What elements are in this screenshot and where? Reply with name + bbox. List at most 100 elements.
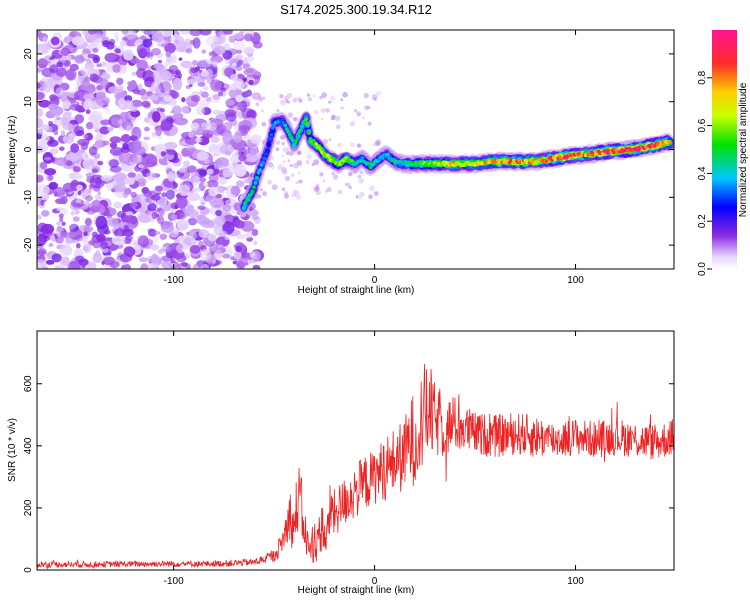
ridge-mark [350, 159, 354, 163]
noise-speck [337, 189, 343, 195]
noise-blob [56, 61, 64, 68]
figure-title: S174.2025.300.19.34.R12 [280, 2, 432, 17]
noise-blob [132, 156, 143, 164]
noise-speck [340, 98, 344, 102]
ridge-mark [283, 123, 288, 128]
noise-blob [157, 215, 165, 225]
noise-blob [136, 68, 147, 79]
noise-blob [137, 83, 143, 91]
noise-blob [95, 215, 108, 230]
noise-blob [125, 211, 134, 217]
ridge-mark [296, 132, 301, 136]
noise-blob [113, 201, 123, 209]
noise-blob [231, 152, 238, 158]
noise-blob [220, 34, 226, 38]
noise-blob [179, 30, 191, 35]
noise-blob [157, 135, 163, 140]
noise-speck [373, 97, 377, 101]
noise-blob [249, 147, 260, 155]
noise-blob [60, 47, 71, 56]
ridge-mark [255, 176, 259, 180]
noise-blob [53, 186, 66, 197]
noise-blob [96, 63, 102, 68]
noise-speck [276, 109, 280, 112]
noise-blob [150, 94, 159, 101]
noise-speck [308, 97, 312, 102]
noise-blob [122, 142, 129, 150]
noise-blob [151, 211, 158, 220]
noise-blob [145, 172, 157, 181]
noise-speck [287, 159, 291, 163]
noise-blob [97, 160, 104, 166]
snr-y-ticks: 0 200 400 600 [23, 375, 674, 573]
noise-blob [62, 100, 72, 109]
noise-blob [236, 260, 245, 269]
noise-blob [233, 131, 243, 143]
noise-speck [284, 193, 289, 199]
noise-blob [156, 107, 163, 112]
ridge-mark [286, 129, 291, 134]
noise-speck [268, 155, 274, 161]
noise-blob [208, 172, 219, 183]
noise-blob [158, 59, 162, 64]
noise-blob [144, 80, 152, 87]
noise-blob [249, 134, 262, 144]
noise-blob [43, 81, 52, 93]
noise-blob [186, 165, 197, 173]
noise-blob [122, 190, 129, 199]
noise-blob [197, 205, 206, 210]
ridge-mark [386, 152, 390, 157]
ridge-mark [290, 138, 295, 142]
noise-speck [367, 121, 372, 126]
noise-speck [287, 112, 294, 118]
noise-blob [203, 158, 210, 164]
noise-blob [111, 235, 126, 246]
noise-blob [107, 217, 119, 227]
noise-blob [59, 245, 73, 256]
noise-blob [92, 47, 98, 53]
noise-blob [163, 94, 172, 102]
noise-speck [271, 184, 278, 191]
x-tick-label: -100 [164, 576, 184, 587]
ridge-mark [252, 185, 256, 189]
noise-blob [224, 109, 237, 118]
noise-blob [187, 192, 201, 202]
ridge-mark [269, 133, 274, 137]
noise-blob [160, 43, 169, 47]
noise-speck [336, 124, 341, 130]
ridge-mark [327, 154, 331, 159]
spectrogram-x-ticks: -100 0 100 [164, 30, 584, 286]
noise-blob [224, 67, 234, 77]
noise-speck [281, 167, 287, 173]
noise-blob [199, 90, 204, 96]
noise-blob [102, 140, 110, 146]
spectrogram-noise-field [37, 30, 382, 269]
noise-speck [262, 191, 267, 197]
noise-blob [192, 176, 202, 184]
noise-speck [298, 179, 303, 184]
noise-blob [143, 136, 150, 141]
noise-speck [275, 140, 281, 145]
noise-blob [130, 57, 139, 64]
noise-blob [69, 223, 79, 233]
noise-blob [234, 78, 245, 90]
noise-blob [200, 70, 209, 77]
noise-blob [222, 214, 236, 226]
noise-blob [124, 238, 132, 244]
noise-blob [210, 79, 222, 92]
spectrogram-y-ticks: -20 -10 0 10 20 [23, 48, 674, 252]
noise-blob [172, 54, 177, 60]
ridge-mark [299, 128, 303, 132]
noise-blob [150, 48, 161, 56]
noise-blob [223, 30, 233, 35]
noise-blob [48, 242, 54, 247]
noise-blob [140, 263, 149, 269]
noise-blob [104, 52, 120, 63]
noise-blob [43, 235, 48, 239]
noise-blob [137, 178, 147, 185]
noise-blob [121, 134, 131, 144]
ridge-mark [287, 132, 292, 137]
noise-speck [375, 90, 382, 96]
noise-blob [248, 79, 254, 85]
noise-blob [87, 30, 97, 35]
